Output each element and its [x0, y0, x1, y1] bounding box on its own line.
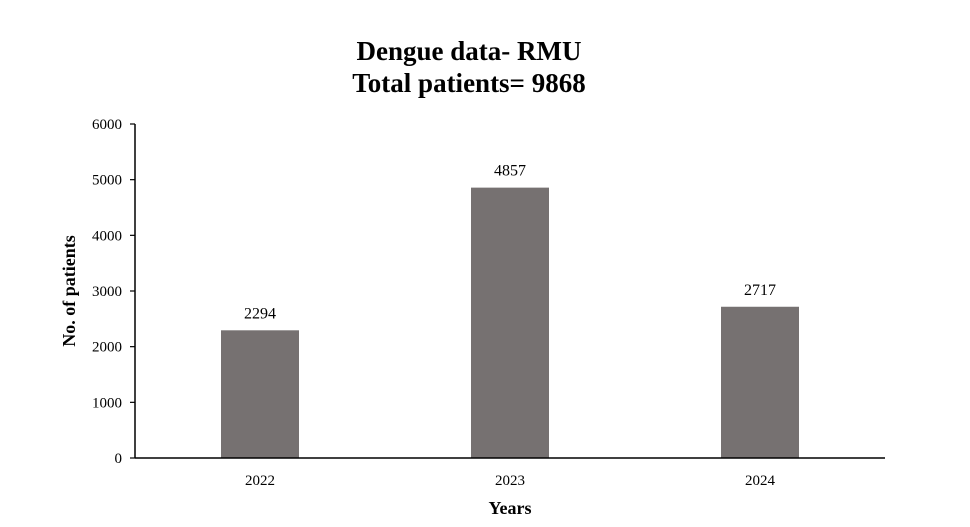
- chart-subtitle: Total patients= 9868: [352, 68, 585, 98]
- y-tick-label: 2000: [92, 340, 122, 356]
- x-tick-label-2022: 2022: [245, 473, 275, 489]
- data-label-2022: 2294: [244, 305, 276, 322]
- y-tick-label: 5000: [92, 173, 122, 189]
- chart-title: Dengue data- RMU: [357, 36, 582, 66]
- x-tick-label-2023: 2023: [495, 473, 525, 489]
- y-tick-label: 0: [115, 451, 123, 467]
- y-tick-label: 6000: [92, 117, 122, 133]
- bars-group: [221, 187, 799, 458]
- y-tick-label: 3000: [92, 284, 122, 300]
- y-axis-title: No. of patients: [59, 235, 79, 347]
- y-tick-label: 1000: [92, 395, 122, 411]
- x-tick-label-2024: 2024: [745, 473, 776, 489]
- bar-2023: [471, 187, 549, 458]
- y-axis-ticks: 0 1000 2000 3000 4000 5000 6000: [92, 117, 135, 467]
- data-label-2023: 4857: [494, 163, 526, 180]
- x-axis-ticks: 2022 2023 2024: [245, 473, 776, 489]
- y-tick-label: 4000: [92, 228, 122, 244]
- data-label-2024: 2717: [744, 282, 776, 299]
- bar-2022: [221, 330, 299, 458]
- data-labels-group: 2294 4857 2717: [244, 163, 776, 323]
- x-axis-title: Years: [489, 498, 532, 518]
- bar-2024: [721, 306, 799, 458]
